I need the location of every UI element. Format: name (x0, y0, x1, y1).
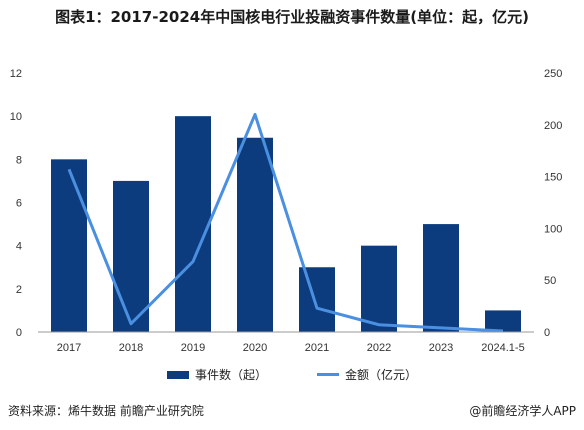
chart-title: 图表1：2017-2024年中国核电行业投融资事件数量(单位：起，亿元) (55, 8, 529, 26)
y-left-tick-label: 0 (16, 327, 22, 339)
x-tick-label: 2022 (367, 342, 391, 354)
x-tick-label: 2018 (119, 342, 143, 354)
legend-item-events[interactable]: 事件数（起） (166, 366, 267, 383)
bar-series (51, 116, 521, 333)
y-left-tick-label: 10 (10, 111, 22, 123)
legend-item-amount[interactable]: 金额（亿元） (317, 366, 417, 383)
bar-2022[interactable] (361, 245, 397, 332)
line-series (67, 112, 504, 333)
bar-2023[interactable] (423, 224, 459, 332)
y-left-tick-label: 6 (16, 198, 22, 210)
y-left-tick-label: 12 (10, 68, 22, 80)
x-tick-label: 2023 (429, 342, 453, 354)
legend: 事件数（起） 金额（亿元） (0, 366, 584, 383)
bar-2019[interactable] (175, 116, 211, 333)
amount-line[interactable] (67, 112, 504, 333)
bar-2021[interactable] (299, 267, 335, 332)
x-tick-label: 2021 (305, 342, 329, 354)
y-left-tick-label: 4 (16, 241, 22, 253)
y-right-tick-label: 200 (544, 120, 562, 132)
legend-label-amount: 金额（亿元） (345, 368, 418, 382)
source-note: 资料来源：烯牛数据 前瞻产业研究院 (8, 404, 204, 418)
brand-note: @前瞻经济学人APP (469, 404, 576, 418)
y-right-tick-label: 100 (544, 223, 562, 235)
y-right-tick-label: 0 (544, 327, 550, 339)
legend-label-events: 事件数（起） (194, 368, 267, 382)
bar-2018[interactable] (113, 180, 149, 332)
x-tick-label: 2020 (243, 342, 267, 354)
x-tick-label: 2019 (181, 342, 205, 354)
y-right-tick-label: 150 (544, 172, 562, 184)
y-left-tick-label: 2 (16, 284, 22, 296)
legend-line-swatch (317, 373, 339, 376)
bar-2020[interactable] (237, 137, 273, 332)
x-tick-label: 2024.1-5 (481, 342, 524, 354)
y-left-tick-label: 8 (16, 154, 22, 166)
x-tick-label: 2017 (57, 342, 81, 354)
bar-2024.1-5[interactable] (485, 310, 521, 332)
axes: 2017 2018 2019 2020 2021 2022 2023 2024.1-5 0 2 4 6… (10, 68, 563, 354)
legend-bar-swatch (166, 370, 189, 379)
y-right-tick-label: 250 (544, 68, 562, 80)
bar-2017[interactable] (51, 159, 87, 332)
y-right-tick-label: 50 (544, 275, 556, 287)
